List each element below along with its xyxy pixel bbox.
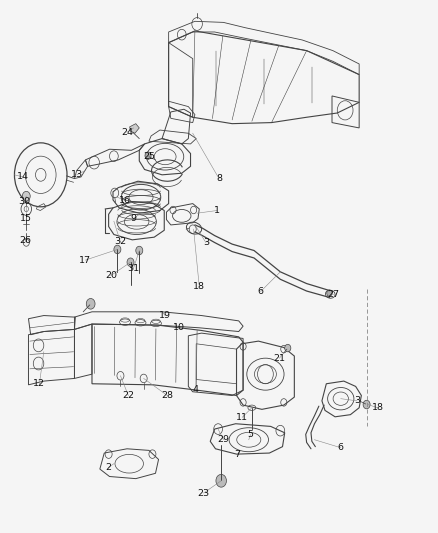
Text: 6: 6 <box>338 443 344 452</box>
Text: 32: 32 <box>114 238 127 246</box>
Text: 14: 14 <box>17 173 29 181</box>
Text: 7: 7 <box>234 450 240 458</box>
Text: 6: 6 <box>258 287 264 296</box>
Circle shape <box>145 152 151 159</box>
Text: 10: 10 <box>173 324 185 332</box>
Text: 15: 15 <box>20 214 32 223</box>
Text: 19: 19 <box>159 311 171 320</box>
Circle shape <box>114 245 121 254</box>
Text: 26: 26 <box>19 237 32 245</box>
Text: 31: 31 <box>127 264 140 272</box>
Circle shape <box>22 191 30 201</box>
Text: 12: 12 <box>33 379 46 388</box>
Text: 3: 3 <box>203 238 209 247</box>
Text: 17: 17 <box>79 256 92 264</box>
Text: 9: 9 <box>131 214 137 223</box>
Text: 25: 25 <box>144 152 156 161</box>
Circle shape <box>136 246 143 255</box>
Text: 21: 21 <box>273 354 286 362</box>
Text: 11: 11 <box>236 413 248 422</box>
Text: 18: 18 <box>371 403 384 412</box>
Circle shape <box>216 474 226 487</box>
Text: 24: 24 <box>121 128 133 136</box>
Text: 4: 4 <box>193 385 199 393</box>
Text: 1: 1 <box>214 206 220 215</box>
Circle shape <box>363 400 370 409</box>
Circle shape <box>327 290 332 296</box>
Circle shape <box>86 298 95 309</box>
Text: 29: 29 <box>217 435 230 444</box>
Circle shape <box>127 258 134 266</box>
Text: 30: 30 <box>18 197 30 206</box>
Text: 5: 5 <box>247 430 254 439</box>
Text: 16: 16 <box>119 196 131 205</box>
Text: 2: 2 <box>105 463 111 472</box>
Text: 13: 13 <box>71 171 83 179</box>
Text: 27: 27 <box>327 290 339 298</box>
Circle shape <box>285 344 291 352</box>
Text: 8: 8 <box>216 174 222 183</box>
Polygon shape <box>130 124 139 133</box>
Text: 23: 23 <box>198 489 210 497</box>
Text: 28: 28 <box>161 391 173 400</box>
Text: 20: 20 <box>105 271 117 280</box>
Text: 18: 18 <box>193 282 205 291</box>
Text: 22: 22 <box>122 391 134 400</box>
Text: 3: 3 <box>354 397 360 405</box>
